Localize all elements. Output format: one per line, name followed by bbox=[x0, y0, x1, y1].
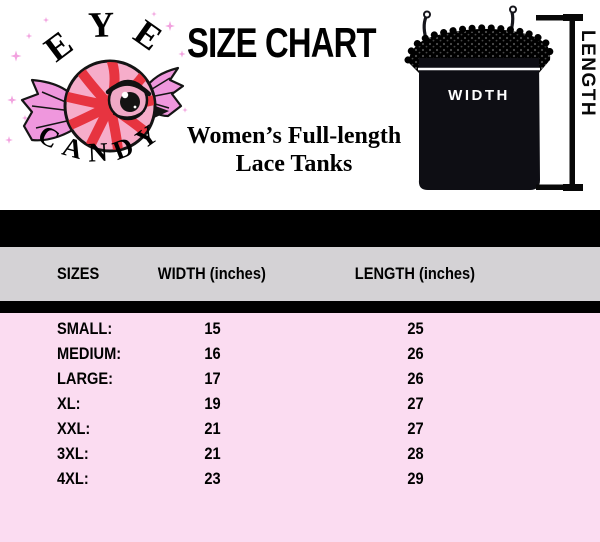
table-row: 4XL: 23 29 bbox=[0, 466, 543, 491]
size-cell: MEDIUM: bbox=[57, 343, 122, 363]
size-cell: 3XL: bbox=[57, 443, 89, 463]
table-row: LARGE: 17 26 bbox=[0, 366, 543, 391]
subtitle-line-1: Women’s Full-length bbox=[186, 123, 402, 149]
column-header-sizes: SIZES bbox=[57, 264, 100, 283]
table-row: MEDIUM: 16 26 bbox=[0, 341, 543, 366]
tank-top-illustration: WIDTH LENGTH bbox=[404, 5, 598, 191]
page-title: SIZE CHART bbox=[187, 19, 377, 66]
subtitle: Women’s Full-length Lace Tanks bbox=[166, 122, 422, 178]
size-cell: 4XL: bbox=[57, 468, 89, 488]
width-cell: 19 bbox=[203, 393, 221, 413]
candy-eyeball-illustration: EYE CANDY bbox=[20, 8, 185, 168]
width-cell: 23 bbox=[203, 468, 221, 488]
length-cell: 29 bbox=[406, 468, 424, 488]
size-table: SMALL: 15 25 MEDIUM: 16 26 LARGE: 17 26 … bbox=[0, 316, 543, 491]
size-cell: SMALL: bbox=[57, 318, 113, 338]
table-header-band bbox=[0, 247, 600, 301]
size-cell: LARGE: bbox=[57, 368, 114, 388]
column-header-width: WIDTH (inches) bbox=[157, 264, 267, 283]
length-cell: 27 bbox=[406, 418, 424, 438]
top-black-band bbox=[0, 210, 600, 247]
subtitle-line-2: Lace Tanks bbox=[235, 151, 353, 177]
width-cell: 15 bbox=[203, 318, 221, 338]
length-cell: 26 bbox=[406, 343, 424, 363]
length-cell: 25 bbox=[406, 318, 424, 338]
length-measurement-bracket bbox=[536, 14, 583, 191]
length-label: LENGTH bbox=[577, 30, 598, 117]
column-header-length: LENGTH (inches) bbox=[354, 264, 476, 283]
length-cell: 27 bbox=[406, 393, 424, 413]
size-cell: XXL: bbox=[57, 418, 91, 438]
table-row: XXL: 21 27 bbox=[0, 416, 543, 441]
width-cell: 17 bbox=[203, 368, 221, 388]
tank-body bbox=[418, 58, 540, 190]
table-row: XL: 19 27 bbox=[0, 391, 543, 416]
length-cell: 26 bbox=[406, 368, 424, 388]
width-cell: 21 bbox=[203, 443, 221, 463]
size-cell: XL: bbox=[57, 393, 81, 413]
width-cell: 16 bbox=[203, 343, 221, 363]
width-label: WIDTH bbox=[448, 87, 510, 104]
table-row: SMALL: 15 25 bbox=[0, 316, 543, 341]
table-header-row: SIZES WIDTH (inches) LENGTH (inches) bbox=[0, 247, 600, 301]
divider-black-band bbox=[0, 301, 600, 313]
length-cell: 28 bbox=[406, 443, 424, 463]
width-cell: 21 bbox=[203, 418, 221, 438]
table-body-band bbox=[0, 313, 600, 542]
eye-candy-logo: EYE CANDY bbox=[5, 8, 188, 168]
eyeball bbox=[105, 79, 152, 121]
table-row: 3XL: 21 28 bbox=[0, 441, 543, 466]
